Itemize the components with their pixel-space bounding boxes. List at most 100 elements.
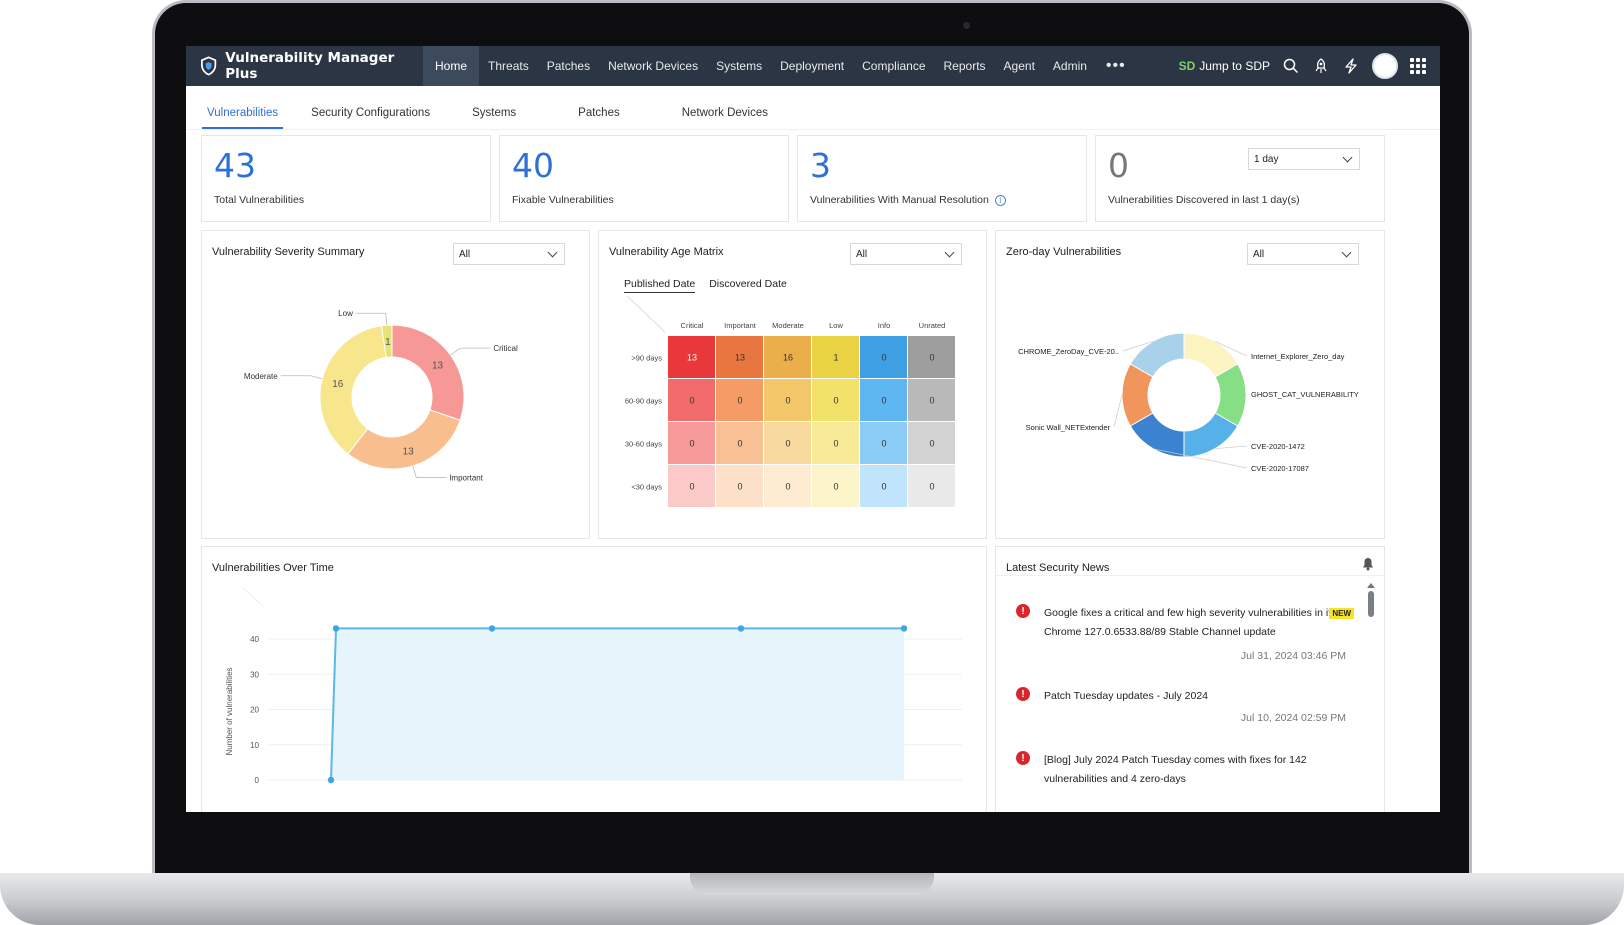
- cell-value: 0: [737, 396, 742, 406]
- data-point: [737, 625, 745, 632]
- nav-home[interactable]: Home: [423, 46, 480, 86]
- y-tick-label: 0: [255, 776, 260, 785]
- brand[interactable]: Vulnerability Manager Plus: [186, 50, 423, 82]
- matrix-corner-line: [626, 296, 666, 333]
- column-header: Low: [829, 321, 843, 330]
- stat-card-total[interactable]: 43 Total Vulnerabilities: [201, 135, 491, 222]
- data-point: [900, 625, 908, 632]
- panel-title: Zero-day Vulnerabilities: [1006, 246, 1122, 258]
- shield-logo-icon: [201, 56, 217, 76]
- row-header: 60-90 days: [625, 397, 662, 406]
- tab-vulnerabilities[interactable]: Vulnerabilities: [202, 107, 284, 129]
- matrix-cell: [764, 379, 811, 421]
- cell-value: 0: [929, 353, 934, 363]
- app-title: Vulnerability Manager Plus: [225, 50, 395, 82]
- matrix-cell: [908, 422, 955, 464]
- news-headline: [Blog] July 2024 Patch Tuesday comes wit…: [1044, 754, 1307, 785]
- nav-admin[interactable]: Admin: [1052, 59, 1087, 73]
- zero-day-label: CVE-2020-17087: [1251, 464, 1309, 473]
- nav-patches[interactable]: Patches: [546, 59, 591, 73]
- nav-deployment[interactable]: Deployment: [780, 59, 845, 73]
- cell-value: 1: [833, 353, 838, 363]
- sdp-logo-icon: SD: [1178, 59, 1196, 73]
- panel-title: Vulnerabilities Over Time: [212, 562, 334, 574]
- slice-value: 13: [432, 360, 444, 371]
- cell-value: 16: [783, 353, 793, 363]
- nav-threats[interactable]: Threats: [488, 59, 529, 73]
- cell-value: 0: [737, 482, 742, 492]
- zero-day-label: Sonic Wall_NETExtender: [1026, 423, 1111, 432]
- leader-line: [355, 312, 388, 326]
- cell-value: 0: [881, 396, 886, 406]
- jump-to-sdp-button[interactable]: SD Jump to SDP: [1179, 59, 1270, 73]
- cell-value: 0: [833, 396, 838, 406]
- tab-discovered-date[interactable]: Discovered Date: [709, 278, 787, 290]
- laptop-notch: [690, 873, 934, 895]
- matrix-cell: [668, 422, 715, 464]
- nav-compliance[interactable]: Compliance: [862, 59, 926, 73]
- news-item[interactable]: ! Patch Tuesday updates - July 2024 Jul …: [1016, 687, 1366, 737]
- age-filter-select[interactable]: All: [850, 243, 962, 265]
- news-item[interactable]: ! [Blog] July 2024 Patch Tuesday comes w…: [1016, 751, 1366, 801]
- stat-card-fixable[interactable]: 40 Fixable Vulnerabilities: [499, 135, 789, 222]
- rocket-icon[interactable]: [1312, 57, 1330, 75]
- matrix-cell: [716, 465, 763, 507]
- nav-reports[interactable]: Reports: [943, 59, 986, 73]
- age-matrix-panel: Vulnerability Age Matrix All Published D…: [598, 230, 987, 539]
- news-scrollbar[interactable]: [1368, 591, 1374, 617]
- scroll-up-icon[interactable]: [1367, 583, 1375, 588]
- tab-published-date[interactable]: Published Date: [624, 278, 696, 293]
- matrix-cell: [908, 379, 955, 421]
- nav-network-devices[interactable]: Network Devices: [608, 59, 699, 73]
- cell-value: 0: [785, 439, 790, 449]
- slice-moderate: [319, 325, 387, 455]
- cell-value: 0: [689, 439, 694, 449]
- nav-systems[interactable]: Systems: [716, 59, 763, 73]
- slice-value: 1: [385, 337, 391, 348]
- user-avatar[interactable]: [1372, 53, 1398, 79]
- tab-patches[interactable]: Patches: [578, 107, 620, 119]
- zero-day-panel: Zero-day Vulnerabilities All CHROME_Zero…: [995, 230, 1385, 539]
- matrix-cell: [812, 422, 859, 464]
- search-icon[interactable]: [1282, 57, 1300, 75]
- y-tick-label: 40: [250, 635, 259, 644]
- chevron-down-icon: [547, 247, 558, 258]
- stat-card-manual[interactable]: 3 Vulnerabilities With Manual Resolution…: [797, 135, 1087, 222]
- zero-day-filter-select[interactable]: All: [1247, 243, 1359, 265]
- matrix-cell: [860, 336, 907, 378]
- matrix-cell: [812, 336, 859, 378]
- apps-grid-icon[interactable]: [1410, 58, 1426, 74]
- nav-agent[interactable]: Agent: [1003, 59, 1035, 73]
- bell-icon[interactable]: [1362, 557, 1374, 571]
- stat-label: Fixable Vulnerabilities: [512, 194, 614, 206]
- lightning-icon[interactable]: [1342, 57, 1360, 75]
- cell-value: 13: [687, 353, 697, 363]
- info-icon[interactable]: i: [994, 194, 1006, 206]
- matrix-cell: [716, 336, 763, 378]
- severity-filter-select[interactable]: All: [453, 243, 565, 265]
- news-item[interactable]: ! Google fixes a critical and few high s…: [1016, 604, 1366, 674]
- cell-value: 0: [881, 439, 886, 449]
- over-time-area-chart: 0 10 20 30 40 Number of vulnerabilities: [225, 586, 962, 785]
- period-select[interactable]: 1 day: [1248, 148, 1360, 170]
- slice-important: [347, 409, 461, 470]
- matrix-cell: [716, 379, 763, 421]
- camera: [963, 22, 970, 29]
- more-menu-icon[interactable]: •••: [1105, 57, 1126, 74]
- column-header: Moderate: [772, 321, 804, 330]
- new-badge: NEW: [1329, 608, 1354, 619]
- zero-day-label: CVE-2020-1472: [1251, 442, 1305, 451]
- data-point: [332, 625, 340, 632]
- over-time-panel: Vulnerabilities Over Time 0 10 20 30 40 Numbe…: [201, 546, 987, 812]
- cell-value: 0: [929, 396, 934, 406]
- nav-menu: Home Threats Patches Network Devices Sys…: [423, 46, 1136, 86]
- y-tick-label: 10: [250, 741, 259, 750]
- tab-security-configurations[interactable]: Security Configurations: [311, 107, 431, 119]
- leader-line: [280, 375, 323, 380]
- tab-network-devices[interactable]: Network Devices: [681, 107, 769, 119]
- tab-systems[interactable]: Systems: [472, 107, 517, 119]
- cell-value: 0: [785, 396, 790, 406]
- news-headline: Google fixes a critical and few high sev…: [1044, 604, 1366, 642]
- leader-line: [412, 465, 447, 478]
- matrix-cell: [716, 422, 763, 464]
